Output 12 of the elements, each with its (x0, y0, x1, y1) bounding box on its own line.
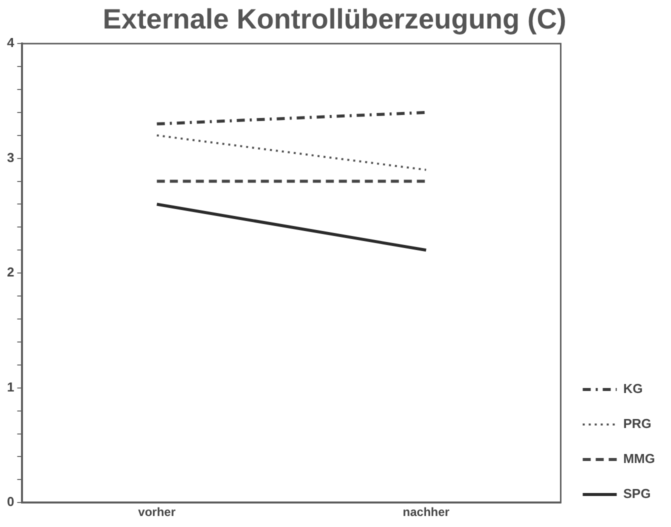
y-tick-label: 3 (6, 150, 14, 165)
legend-label: KG (623, 381, 643, 396)
legend-label: PRG (623, 416, 652, 432)
legend-label: MMG (623, 451, 656, 466)
x-tick-label: nachher (402, 505, 450, 520)
y-tick-label: 1 (6, 379, 14, 394)
x-tick-label: vorher (138, 505, 176, 520)
chart-title: Externale Kontrollüberzeugung (C) (102, 4, 566, 35)
y-tick-label: 4 (6, 35, 15, 50)
y-tick-label: 0 (6, 494, 14, 510)
legend-label: SPG (623, 486, 651, 502)
y-tick-label: 2 (6, 264, 14, 280)
